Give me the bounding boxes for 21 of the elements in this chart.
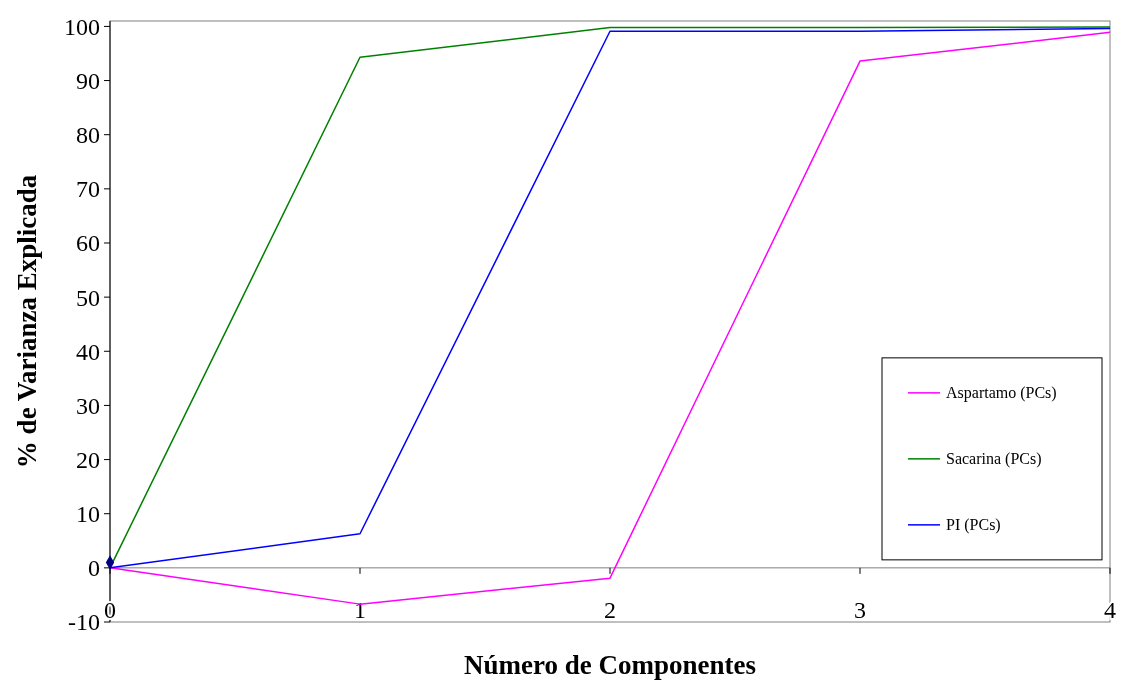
y-tick-label: 20 [76, 446, 100, 473]
y-tick-label: 90 [76, 67, 100, 94]
y-tick-label: 40 [76, 338, 100, 365]
y-axis-title: % de Varianza Explicada [12, 174, 42, 469]
y-tick-label: 0 [88, 555, 100, 582]
x-tick-label: 1 [354, 597, 366, 623]
x-tick-label: 4 [1104, 597, 1116, 623]
y-tick-label: 30 [76, 392, 100, 419]
legend-label: Sacarina (PCs) [946, 450, 1042, 469]
x-axis-title: Número de Componentes [464, 650, 756, 680]
y-tick-label: 100 [64, 13, 100, 40]
y-tick-label: 10 [76, 501, 100, 528]
x-tick-label: 3 [854, 597, 866, 623]
y-tick-label: 60 [76, 230, 100, 257]
x-tick-label: 2 [604, 597, 616, 623]
y-tick-label: 70 [76, 176, 100, 203]
y-tick-label: -10 [68, 609, 100, 636]
y-tick-label: 50 [76, 284, 100, 311]
legend-label: PI (PCs) [946, 516, 1001, 535]
y-tick-label: 80 [76, 122, 100, 149]
legend-label: Aspartamo (PCs) [946, 384, 1057, 403]
